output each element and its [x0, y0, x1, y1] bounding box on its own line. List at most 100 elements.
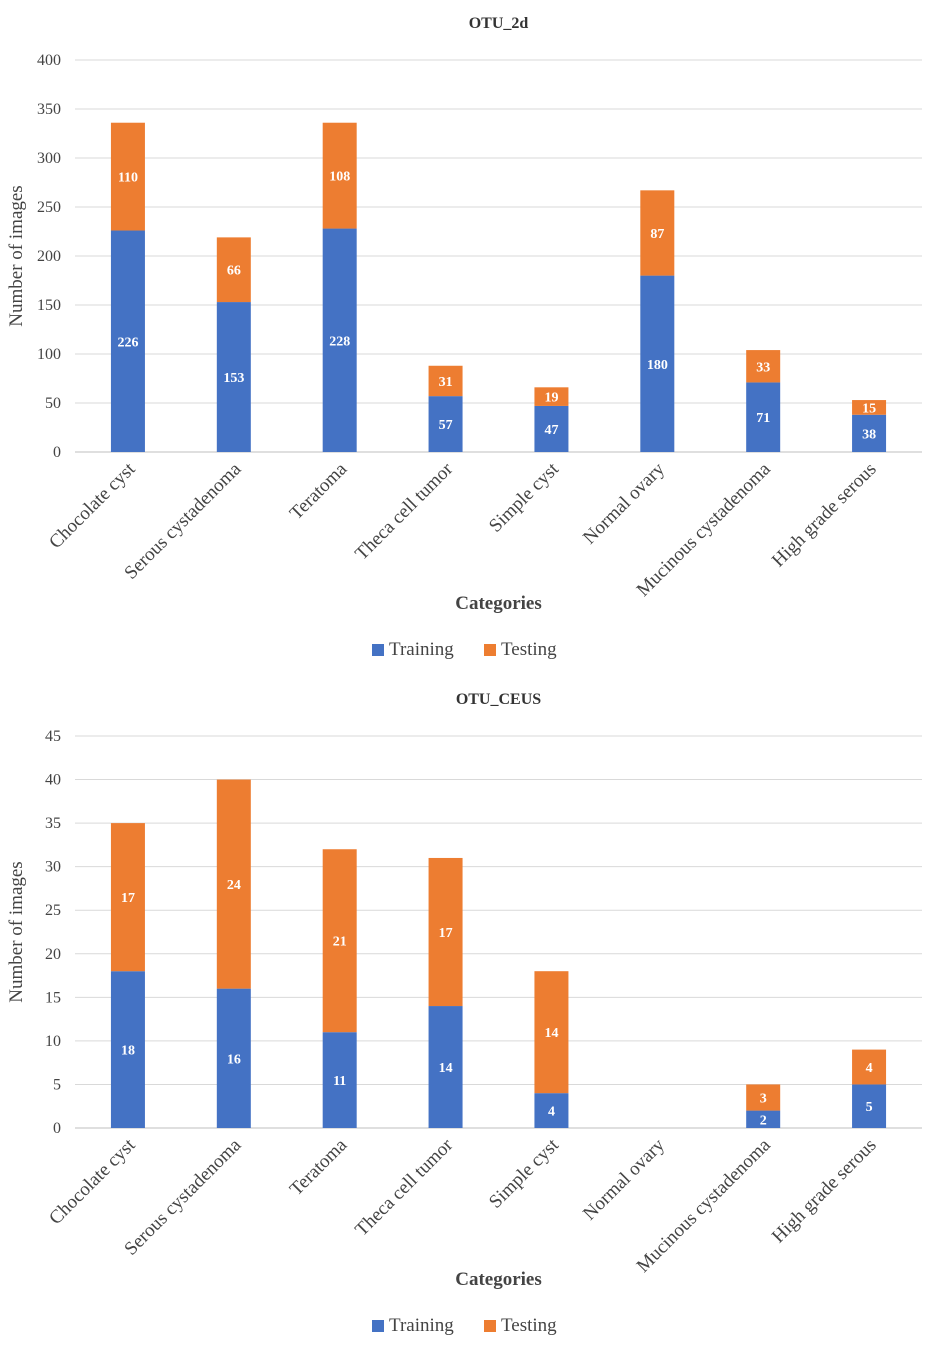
chart-title: OTU_2d [469, 15, 529, 32]
data-label-training: 14 [439, 1061, 453, 1076]
bar-testing-7 [852, 1049, 887, 1085]
bar-training-3 [428, 396, 463, 452]
y-tick-label: 350 [37, 101, 61, 118]
bar-testing-5 [640, 190, 675, 276]
x-axis-title: Categories [455, 1269, 542, 1290]
y-tick-label: 250 [37, 199, 61, 216]
bar-testing-2 [322, 849, 357, 1033]
y-tick-label: 300 [37, 150, 61, 167]
data-label-testing: 17 [121, 891, 135, 906]
category-label: High grade serous [768, 1135, 881, 1248]
y-tick-label: 400 [37, 52, 61, 69]
chart-otu-ceus: OTU_CEUS 0 5 10 15 20 25 30 35 40 45 Number of imag… [0, 676, 938, 1351]
bar-training-3 [428, 1006, 463, 1128]
category-label: Teratoma [286, 1134, 352, 1200]
bar-training-0 [110, 230, 145, 452]
y-tick-label: 50 [45, 395, 61, 412]
y-tick-label: 30 [45, 859, 61, 876]
category-label: Simple cyst [485, 458, 563, 536]
y-tick-label: 40 [45, 772, 61, 789]
y-tick-label: 5 [53, 1076, 61, 1093]
category-label: High grade serous [768, 459, 881, 572]
chart-otu-2d: OTU_2d 0 50 100 150 200 250 300 350 400 Number of … [6, 15, 922, 660]
legend-label-training: Training [389, 639, 454, 660]
bar-testing-4 [534, 971, 569, 1094]
bar-training-5 [640, 275, 675, 452]
category-label: Chocolate cyst [45, 1134, 140, 1229]
data-label-training: 38 [862, 427, 876, 442]
data-label-testing: 24 [227, 878, 241, 893]
bar-testing-0 [110, 823, 145, 972]
category-label: Chocolate cyst [45, 458, 140, 553]
data-label-testing: 21 [333, 935, 347, 950]
data-label-testing: 15 [862, 401, 876, 416]
y-tick-label: 25 [45, 902, 61, 919]
bar-testing-6 [746, 350, 781, 383]
y-axis-title: Number of images [6, 861, 27, 1002]
legend-swatch-testing [484, 644, 496, 656]
data-label-testing: 17 [439, 926, 453, 941]
bar-training-1 [216, 988, 251, 1128]
data-label-training: 57 [439, 418, 453, 433]
data-label-testing: 19 [544, 391, 558, 406]
bar-testing-6 [746, 1084, 781, 1111]
y-tick-label: 200 [37, 248, 61, 265]
y-axis-title: Number of images [6, 185, 27, 326]
legend-swatch-training [372, 644, 384, 656]
data-label-testing: 108 [329, 170, 350, 185]
y-tick-label: 0 [53, 444, 61, 461]
category-label: Simple cyst [485, 1134, 563, 1212]
legend-swatch-testing [484, 1320, 496, 1332]
y-tick-label: 150 [37, 297, 61, 314]
y-tick-label: 100 [37, 346, 61, 363]
otu-2d-stacked-bar-chart: OTU_2d 0 50 100 150 200 250 300 350 400 Number of … [6, 15, 922, 660]
chart-title: OTU_CEUS [456, 691, 541, 708]
category-label: Normal ovary [579, 1134, 669, 1224]
category-label: Theca cell tumor [351, 458, 457, 564]
y-tick-label: 45 [45, 728, 61, 745]
data-label-training: 226 [117, 335, 138, 350]
bar-testing-3 [428, 857, 463, 1007]
data-label-training: 4 [548, 1105, 555, 1120]
bar-training-2 [322, 1032, 357, 1128]
category-label: Serous cystadenoma [120, 458, 245, 583]
bar-testing-0 [110, 122, 145, 231]
bar-training-4 [534, 405, 569, 452]
bar-training-1 [216, 302, 251, 452]
y-tick-label: 20 [45, 946, 61, 963]
y-tick-label: 10 [45, 1033, 61, 1050]
x-axis-title: Categories [455, 593, 542, 614]
category-label: Serous cystadenoma [120, 1134, 245, 1259]
bar-testing-2 [322, 122, 357, 229]
data-label-training: 11 [333, 1074, 346, 1089]
bar-training-7 [852, 1084, 887, 1128]
data-label-testing: 66 [227, 264, 241, 279]
data-label-training: 153 [223, 371, 244, 386]
data-label-training: 5 [866, 1100, 873, 1115]
bar-testing-1 [216, 779, 251, 989]
data-label-testing: 4 [866, 1061, 873, 1076]
bar-training-2 [322, 228, 357, 452]
bar-testing-3 [428, 365, 463, 397]
data-label-testing: 31 [439, 375, 453, 390]
y-tick-label: 0 [53, 1120, 61, 1137]
bar-training-6 [746, 382, 781, 452]
data-label-testing: 87 [650, 227, 664, 242]
data-label-training: 18 [121, 1044, 135, 1059]
bar-training-4 [534, 1093, 569, 1128]
bar-testing-1 [216, 237, 251, 303]
data-label-training: 180 [647, 358, 668, 373]
data-label-training: 2 [760, 1113, 767, 1128]
data-label-training: 71 [756, 411, 770, 426]
bar-training-7 [852, 414, 887, 452]
data-label-testing: 3 [760, 1092, 767, 1107]
legend-label-training: Training [389, 1315, 454, 1336]
legend-label-testing: Testing [501, 639, 557, 660]
bar-training-6 [746, 1110, 781, 1128]
data-label-training: 16 [227, 1052, 241, 1067]
bar-training-0 [110, 971, 145, 1128]
category-label: Normal ovary [579, 458, 669, 548]
data-label-testing: 110 [118, 171, 138, 186]
data-label-testing: 33 [756, 360, 770, 375]
